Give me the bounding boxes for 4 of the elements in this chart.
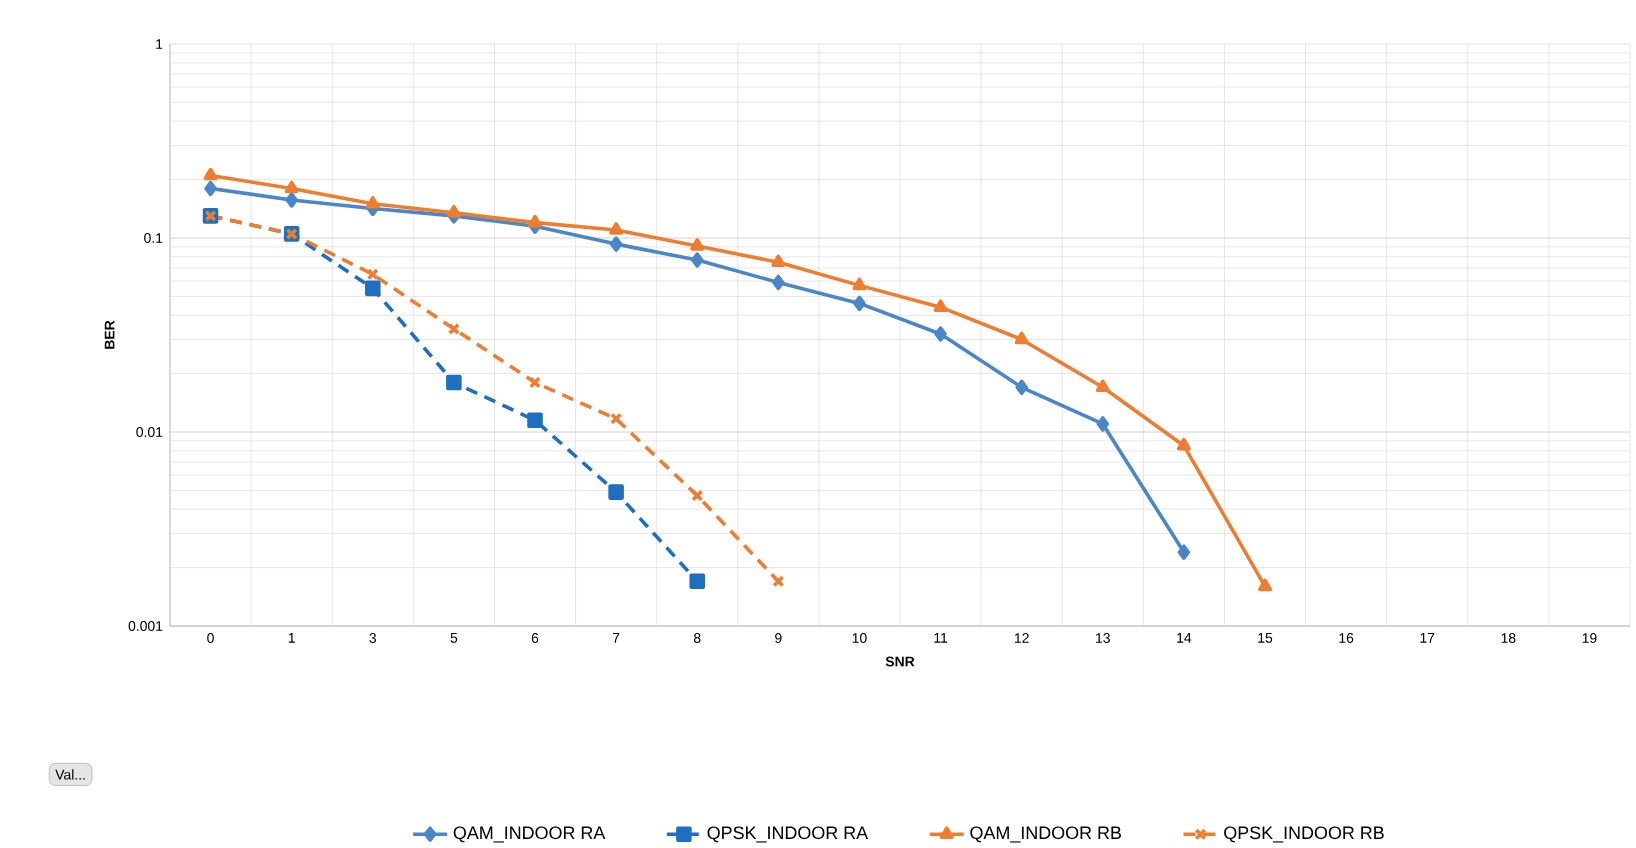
legend-label: QAM_INDOOR RB xyxy=(970,826,1121,843)
legend-label: QPSK_INDOOR RB xyxy=(1224,826,1384,843)
legend-label: QAM_INDOOR RA xyxy=(453,826,606,843)
legend-label: QPSK_INDOOR RA xyxy=(707,826,869,843)
